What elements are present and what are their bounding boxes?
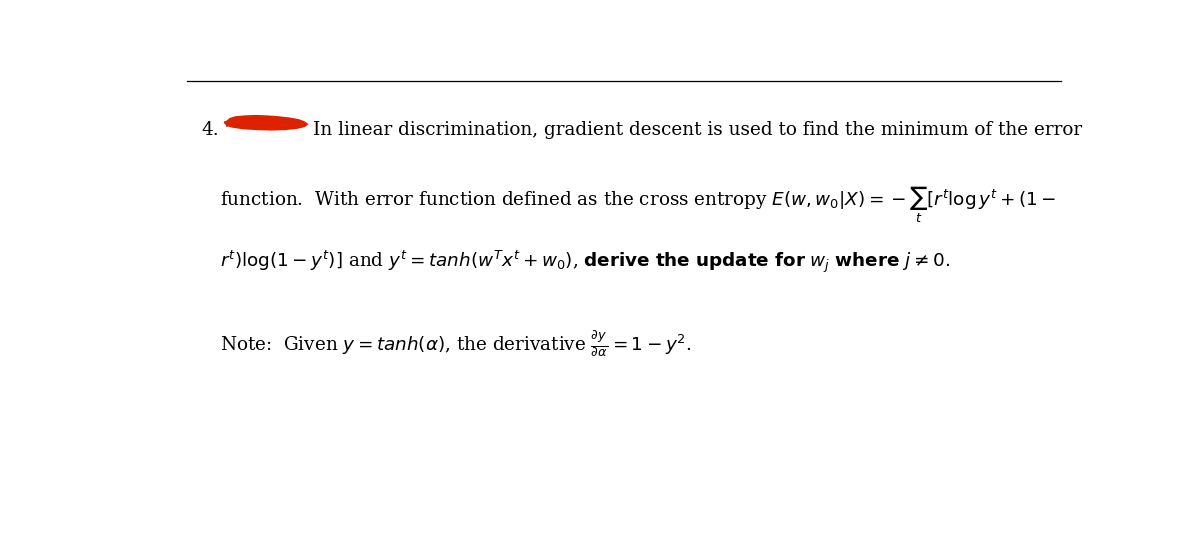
Text: $r^t)\log(1 - y^t)]$ and $y^t = tanh(w^T x^t + w_0)$, $\mathbf{derive\ the\ upda: $r^t)\log(1 - y^t)]$ and $y^t = tanh(w^T… (220, 249, 949, 275)
Polygon shape (224, 116, 307, 130)
Text: function.  With error function defined as the cross entropy $E(w, w_0|X) = -\sum: function. With error function defined as… (220, 185, 1056, 225)
Text: 4.: 4. (202, 121, 218, 139)
Text: Note:  Given $y = tanh(\alpha)$, the derivative $\frac{\partial y}{\partial \alp: Note: Given $y = tanh(\alpha)$, the deri… (220, 329, 691, 359)
Text: In linear discrimination, gradient descent is used to find the minimum of the er: In linear discrimination, gradient desce… (313, 121, 1082, 139)
